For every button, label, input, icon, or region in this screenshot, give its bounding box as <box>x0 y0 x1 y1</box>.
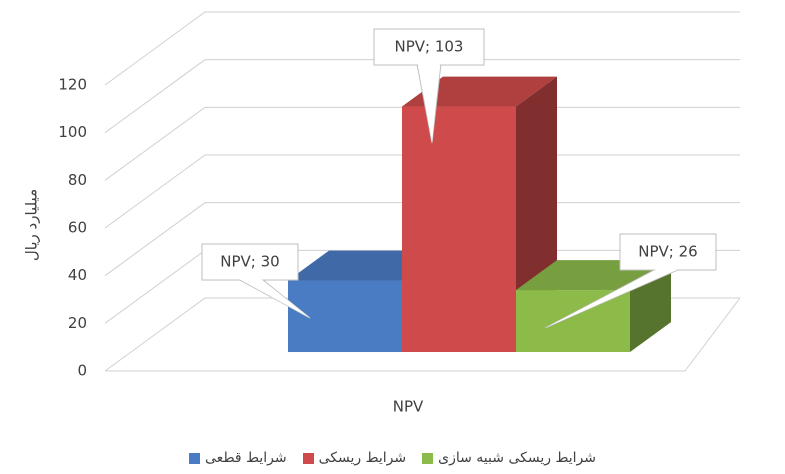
y-tick-label: 80 <box>68 171 87 189</box>
legend-label: شرایط ریسکی <box>318 450 407 466</box>
grid-line <box>104 59 740 134</box>
callout-join <box>239 279 310 318</box>
callout-box <box>201 243 299 281</box>
data-label: NPV; 103 <box>395 38 464 56</box>
legend-item: شرایط قطعی <box>189 450 287 466</box>
legend-swatch <box>302 452 314 464</box>
y-tick-label: 40 <box>68 266 87 284</box>
bar-top <box>402 76 557 107</box>
bar <box>402 106 516 353</box>
legend-item: شرایط ریسکی <box>302 450 407 466</box>
x-tick-label: NPV <box>393 398 424 416</box>
bar <box>288 280 402 353</box>
data-label: NPV; 30 <box>220 253 279 271</box>
legend: شرایط قطعی شرایط ریسکی شرایط ریسکی شبیه سا… <box>0 450 785 466</box>
grid-line <box>104 106 740 181</box>
grid-line <box>104 154 740 229</box>
callout-join <box>418 64 440 143</box>
y-tick-label: 60 <box>68 219 87 237</box>
y-tick-label: 100 <box>58 123 87 141</box>
y-tick-label: 120 <box>58 76 87 94</box>
legend-swatch <box>422 452 434 464</box>
chart: میلیارد ریال 0 20 40 60 80 100 120 NPV; 30 NPV; … <box>23 11 741 416</box>
grid-line <box>104 202 740 277</box>
data-label: NPV; 26 <box>638 243 697 261</box>
y-axis-label: میلیارد ریال <box>23 189 41 261</box>
grid-line <box>104 11 740 86</box>
callout-box <box>619 233 717 271</box>
y-tick-label: 0 <box>77 362 87 380</box>
floor-line <box>684 297 741 372</box>
legend-label: شرایط ریسکی شبیه سازی <box>438 450 596 466</box>
callout-join <box>545 269 679 328</box>
bar <box>516 290 630 353</box>
legend-label: شرایط قطعی <box>205 450 287 466</box>
legend-swatch <box>189 452 201 464</box>
y-tick-label: 20 <box>68 314 87 332</box>
legend-item: شرایط ریسکی شبیه سازی <box>422 450 596 466</box>
